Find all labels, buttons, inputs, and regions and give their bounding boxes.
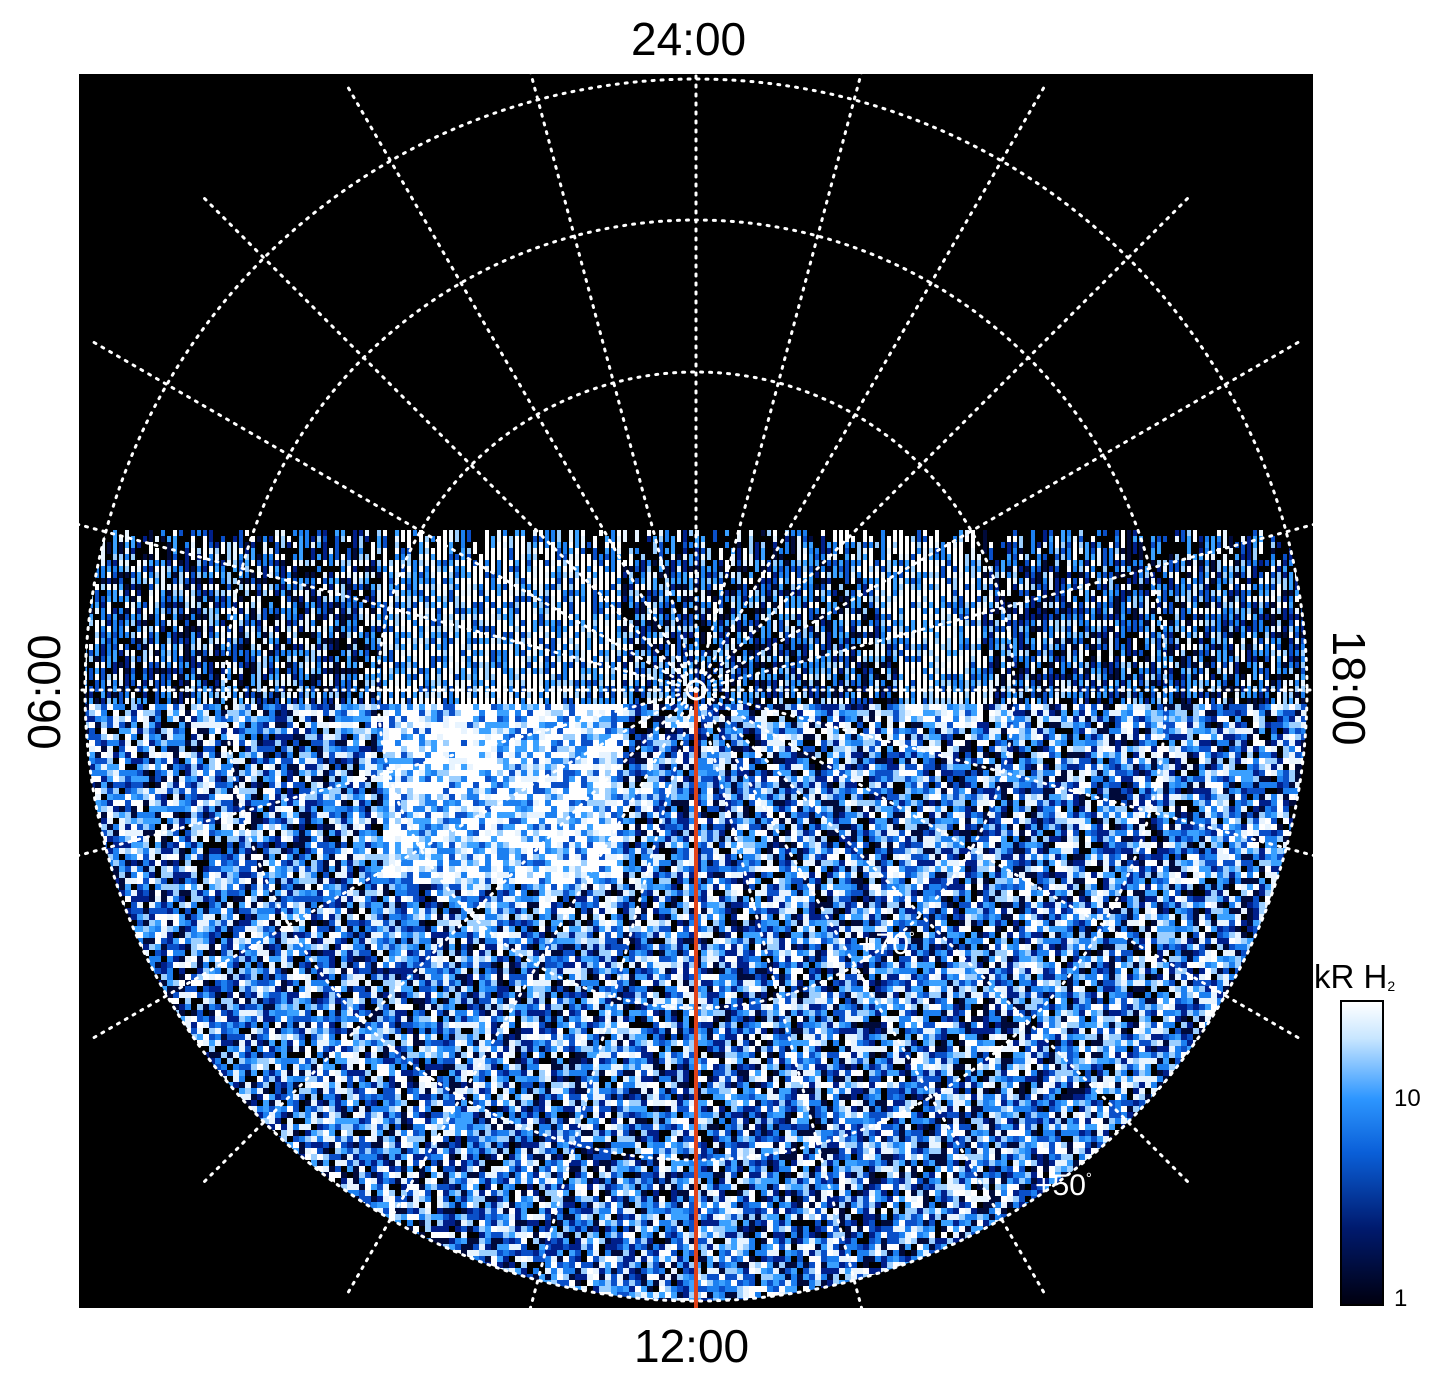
colorbar-title: kR H2 xyxy=(1314,958,1395,996)
latitude-label-50: +50° xyxy=(1035,1171,1092,1201)
colorbar-tick-1: 1 xyxy=(1394,1287,1407,1311)
time-label-left: 06:00 xyxy=(18,634,70,749)
time-label-right: 18:00 xyxy=(1323,630,1375,745)
colorbar-tick-10: 10 xyxy=(1394,1087,1421,1111)
time-label-bottom: 12:00 xyxy=(634,1323,749,1369)
time-label-top: 24:00 xyxy=(631,16,746,62)
latitude-label-70: +70° xyxy=(858,930,915,960)
colorbar xyxy=(1340,1000,1384,1306)
